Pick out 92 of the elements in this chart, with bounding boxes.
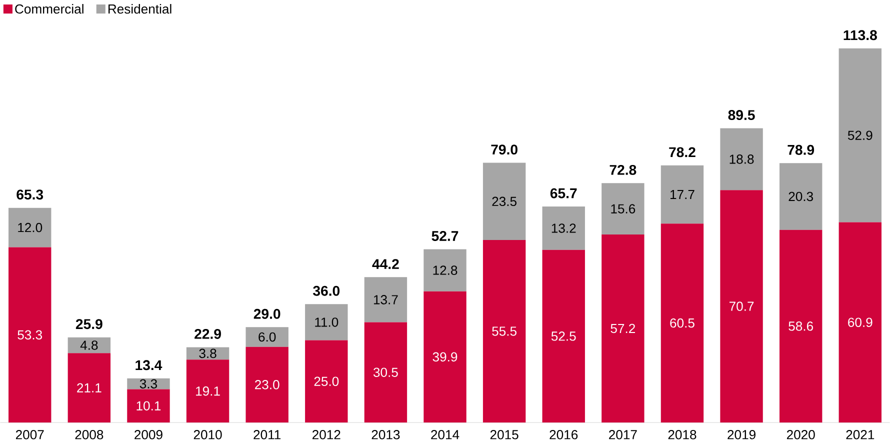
bar: [246, 347, 288, 423]
total-label: 44.2: [372, 259, 399, 270]
bar: [602, 234, 644, 423]
bar: [838, 48, 882, 222]
data-label: 21.1: [77, 383, 102, 393]
x-tick-label: 2015: [490, 430, 518, 440]
data-label: 60.5: [670, 318, 694, 328]
data-label: 20.3: [788, 192, 814, 202]
x-tick-label: 2020: [786, 430, 815, 440]
total-label: 89.5: [728, 110, 755, 120]
data-label: 53.3: [18, 330, 42, 340]
total-label: 65.7: [550, 188, 577, 198]
x-tick-label: 2007: [16, 430, 44, 440]
bar: [186, 360, 230, 423]
bar: [364, 277, 408, 322]
data-label: 17.7: [670, 190, 694, 200]
data-label: 23.5: [492, 196, 516, 206]
bar: [660, 166, 704, 224]
bar: [305, 304, 348, 340]
legend-label: Commercial: [15, 4, 84, 14]
bar: [127, 389, 170, 423]
x-tick-label: 2011: [254, 430, 281, 440]
x-tick-label: 2021: [846, 430, 874, 440]
bar: [186, 347, 230, 360]
data-label: 3.3: [140, 379, 157, 389]
data-label: 15.6: [611, 204, 636, 214]
x-tick-label: 2010: [194, 430, 222, 440]
bar: [246, 327, 288, 348]
bar: [127, 378, 170, 390]
data-label: 19.1: [196, 386, 220, 396]
data-label: 10.1: [136, 401, 161, 411]
bar: [305, 340, 348, 423]
data-label: 13.7: [374, 295, 398, 304]
x-tick-label: 2014: [431, 430, 460, 440]
total-label: 79.0: [491, 144, 518, 155]
bar: [780, 163, 822, 230]
bar: [720, 190, 763, 423]
total-label: 29.0: [254, 309, 280, 320]
data-label: 52.5: [551, 332, 576, 341]
bar: [660, 224, 704, 423]
total-label: 65.3: [16, 190, 44, 200]
data-label: 30.5: [373, 368, 398, 378]
bar: [602, 183, 644, 235]
data-label: 39.9: [432, 352, 458, 362]
x-tick-label: 2009: [134, 430, 162, 440]
data-label: 25.0: [314, 376, 339, 386]
total-label: 25.9: [76, 319, 102, 330]
bar: [424, 249, 466, 292]
data-label: 12.8: [433, 266, 458, 276]
bar: [424, 291, 466, 423]
data-label: 4.8: [80, 340, 98, 350]
data-label: 57.2: [610, 324, 635, 334]
legend-label: Residential: [108, 4, 172, 14]
data-label: 23.0: [255, 380, 280, 390]
data-label: 18.8: [730, 154, 754, 164]
total-label: 13.4: [136, 360, 162, 370]
bar: [482, 162, 526, 240]
bar: [364, 322, 408, 423]
bar: [838, 222, 882, 423]
total-label: 113.8: [844, 30, 877, 40]
bar: [68, 353, 111, 423]
data-label: 60.9: [848, 318, 872, 328]
x-tick-label: 2019: [728, 430, 756, 440]
bar: [720, 128, 763, 190]
total-label: 36.0: [313, 286, 340, 296]
total-label: 78.9: [788, 145, 814, 156]
bar: [542, 250, 585, 423]
data-label: 55.5: [492, 326, 516, 336]
data-label: 12.0: [18, 223, 42, 232]
x-tick-label: 2016: [550, 430, 578, 440]
x-tick-label: 2012: [312, 430, 340, 440]
bar: [482, 240, 526, 423]
bar: [780, 230, 822, 423]
bar: [8, 208, 52, 248]
total-label: 52.7: [432, 231, 458, 242]
data-label: 11.0: [315, 318, 338, 328]
data-label: 58.6: [788, 322, 814, 331]
bar: [68, 338, 111, 354]
x-tick-label: 2013: [372, 430, 400, 440]
data-label: 52.9: [848, 130, 872, 140]
total-label: 72.8: [610, 165, 636, 176]
total-label: 22.9: [194, 329, 221, 340]
x-tick-label: 2008: [75, 430, 104, 440]
data-label: 13.2: [552, 224, 576, 234]
bar: [542, 206, 585, 250]
data-label: 6.0: [258, 332, 276, 342]
bar: [8, 247, 52, 423]
data-label: 3.8: [199, 348, 216, 358]
x-tick-label: 2017: [609, 430, 637, 440]
data-label: 70.7: [729, 302, 754, 312]
x-tick-label: 2018: [668, 430, 696, 440]
total-label: 78.2: [669, 147, 696, 158]
